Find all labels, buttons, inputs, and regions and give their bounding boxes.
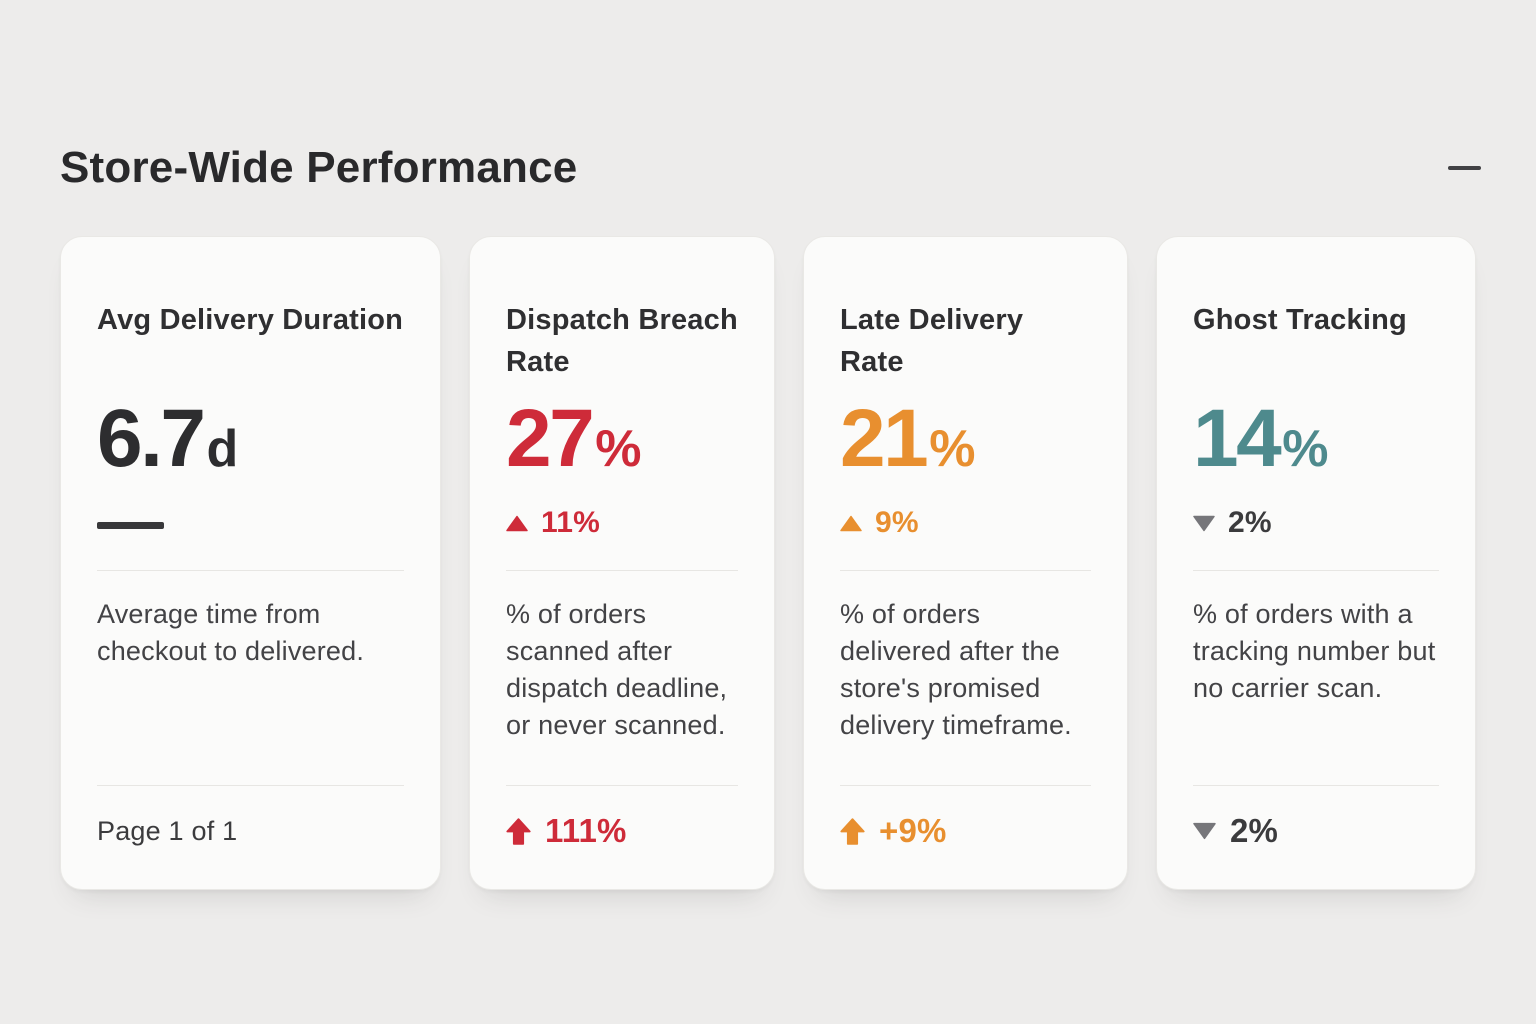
metric-description: % of orders delivered after the store's …: [840, 599, 1072, 740]
metric-value: 6.7: [97, 393, 206, 484]
card-divider: [97, 570, 404, 571]
footer-divider: [506, 785, 738, 786]
card-footer: +9%: [840, 785, 1091, 851]
delta-row: [97, 506, 404, 540]
footer-arrow-up-icon: [506, 817, 531, 845]
delta-text: 2%: [1228, 506, 1272, 539]
metric: 21 %: [840, 393, 1091, 484]
card-footer: 2%: [1193, 785, 1439, 851]
footer-stat: +9%: [840, 812, 947, 850]
delta-text: 11%: [541, 506, 600, 539]
minus-icon: [1447, 166, 1481, 170]
metric-description: % of orders with a tracking number but n…: [1193, 599, 1436, 703]
delta-triangle-down-icon: [1193, 515, 1215, 532]
footer-arrow-up-icon: [840, 817, 865, 845]
delta-flat-dash-icon: [97, 521, 164, 529]
cards-row: Avg Delivery Duration 6.7 d Average time…: [60, 236, 1476, 890]
delta-text: 9%: [875, 506, 919, 539]
footer-divider: [840, 785, 1091, 786]
footer-divider: [97, 785, 404, 786]
kpi-card: Late Delivery Rate 21 % 9% % of orders d…: [803, 236, 1128, 890]
metric: 27 %: [506, 393, 738, 484]
footer-stat-text: 2%: [1230, 812, 1279, 849]
delta-row: 9%: [840, 506, 1091, 540]
card-divider: [840, 570, 1091, 571]
delta-row: 2%: [1193, 506, 1439, 540]
footer-divider: [1193, 785, 1439, 786]
page-title: Store-Wide Performance: [60, 143, 578, 192]
metric-description: Average time from checkout to delivered.: [97, 599, 365, 666]
footer-stat-text: +9%: [879, 812, 947, 849]
card-title: Dispatch Breach Rate: [506, 304, 738, 378]
metric-unit: %: [929, 420, 975, 478]
footer-stat-text: 111%: [545, 812, 627, 849]
footer-triangle-down-icon: [1193, 822, 1216, 840]
footer-row: +9%: [840, 811, 1091, 851]
metric-unit: %: [595, 420, 641, 478]
panel-header: Store-Wide Performance: [60, 142, 1481, 194]
collapse-button[interactable]: [1447, 156, 1481, 180]
metric-description: % of orders scanned after dispatch deadl…: [506, 599, 728, 740]
metric-unit: %: [1282, 420, 1328, 478]
card-title: Avg Delivery Duration: [97, 304, 404, 336]
footer-stat: 111%: [506, 812, 627, 850]
metric-value: 21: [840, 393, 929, 484]
card-divider: [1193, 570, 1439, 571]
footer-row: 2%: [1193, 811, 1439, 851]
footer-stat: 2%: [1193, 812, 1278, 850]
card-footer: 111%: [506, 785, 738, 851]
metric: 14 %: [1193, 393, 1439, 484]
metric-value: 27: [506, 393, 595, 484]
kpi-card: Dispatch Breach Rate 27 % 11% % of order…: [469, 236, 775, 890]
footer-text: Page 1 of 1: [97, 815, 238, 846]
card-title: Ghost Tracking: [1193, 304, 1407, 336]
kpi-card: Avg Delivery Duration 6.7 d Average time…: [60, 236, 441, 890]
footer-row: 111%: [506, 811, 738, 851]
card-footer: Page 1 of 1: [97, 785, 404, 851]
delta-triangle-up-icon: [840, 515, 862, 532]
delta-triangle-up-icon: [506, 515, 528, 532]
card-title: Late Delivery Rate: [840, 304, 1024, 378]
card-divider: [506, 570, 738, 571]
delta-row: 11%: [506, 506, 738, 540]
metric: 6.7 d: [97, 393, 404, 484]
footer-row: Page 1 of 1: [97, 811, 404, 851]
kpi-card: Ghost Tracking 14 % 2% % of orders with …: [1156, 236, 1476, 890]
metric-value: 14: [1193, 393, 1282, 484]
metric-unit: d: [206, 420, 239, 478]
